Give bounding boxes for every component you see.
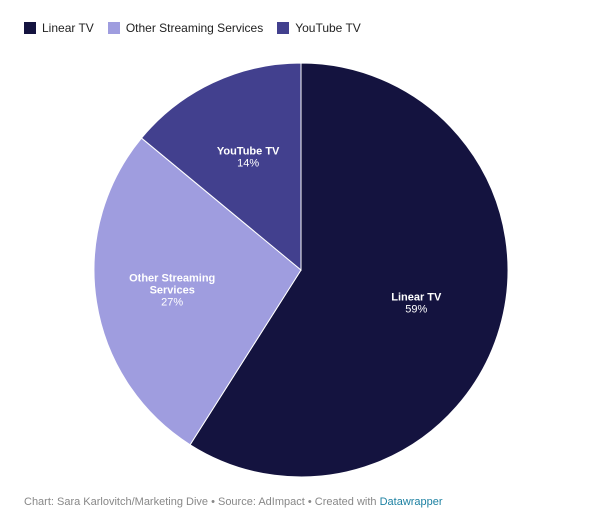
legend-label-youtube-tv: YouTube TV xyxy=(295,21,361,35)
datawrapper-link[interactable]: Datawrapper xyxy=(379,496,443,508)
pie-slice-youtube-tv xyxy=(140,62,302,272)
footer-credit: Chart: Sara Karlovitch/Marketing Dive • … xyxy=(24,496,380,508)
slice-name-youtube-tv: YouTube TV xyxy=(217,146,280,158)
slice-value-youtube-tv: 14% xyxy=(237,158,259,170)
legend-label-linear-tv: Linear TV xyxy=(42,21,94,35)
legend: Linear TV Other Streaming Services YouTu… xyxy=(24,21,361,35)
slice-name-other-streaming: Other Streaming xyxy=(129,272,215,284)
legend-swatch-youtube-tv xyxy=(277,22,290,34)
legend-swatch-other-streaming xyxy=(107,22,120,34)
pie-slice-other-streaming xyxy=(93,137,302,446)
slice-value-linear-tv: 59% xyxy=(405,303,427,315)
legend-item-youtube-tv: YouTube TV xyxy=(277,21,361,35)
legend-label-other-streaming: Other Streaming Services xyxy=(125,21,264,35)
legend-item-other-streaming: Other Streaming Services xyxy=(107,21,264,35)
chart-footer: Chart: Sara Karlovitch/Marketing Dive • … xyxy=(24,496,443,508)
pie-slice-linear-tv xyxy=(189,62,509,478)
legend-item-linear-tv: Linear TV xyxy=(24,21,94,35)
slice-value-other-streaming: 27% xyxy=(161,296,183,308)
slice-name-linear-tv: Linear TV xyxy=(391,291,442,303)
slice-name-other-streaming: Services xyxy=(150,284,195,296)
legend-swatch-linear-tv xyxy=(24,22,36,34)
